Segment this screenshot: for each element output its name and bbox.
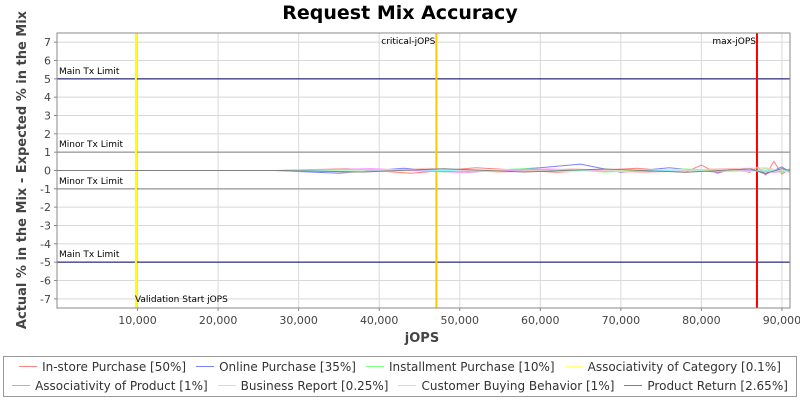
x-tick-label: 50,000 <box>440 314 479 327</box>
legend-label: Customer Buying Behavior [1%] <box>421 378 615 393</box>
legend-swatch <box>624 385 643 386</box>
jops-marker-label: max-jOPS <box>712 37 756 47</box>
legend-item: Business Report [0.25%] <box>217 378 389 393</box>
x-axis-title: jOPS <box>404 331 439 346</box>
marker-layer: Main Tx Limit Minor Tx Limit Minor Tx Limi… <box>57 33 790 308</box>
legend-swatch <box>196 366 215 367</box>
y-axis-title: Actual % in the Mix - Expected % in the … <box>15 10 30 329</box>
y-tick-label: -7 <box>40 293 51 306</box>
legend-label: In-store Purchase [50%] <box>42 359 187 374</box>
legend-row: In-store Purchase [50%] Online Purchase [… <box>4 357 796 376</box>
y-tick-label: -1 <box>40 183 51 196</box>
x-tick-label: 60,000 <box>521 314 560 327</box>
legend-label: Product Return [2.65%] <box>647 378 788 393</box>
y-tick-label: -3 <box>40 220 51 233</box>
legend-label: Business Report [0.25%] <box>240 378 389 393</box>
x-tick-label: 10,000 <box>118 314 157 327</box>
legend-label: Associativity of Category [0.1%] <box>587 359 781 374</box>
limit-label: Main Tx Limit <box>59 250 120 260</box>
legend-label: Associativity of Product [1%] <box>35 378 208 393</box>
x-tick-label: 80,000 <box>682 314 721 327</box>
limit-label: Minor Tx Limit <box>59 140 124 150</box>
series-line <box>57 168 791 174</box>
legend-label: Online Purchase [35%] <box>219 359 356 374</box>
legend-swatch <box>365 366 384 367</box>
y-tick-label: -2 <box>40 201 51 214</box>
legend-swatch <box>12 385 31 386</box>
y-tick-label: 7 <box>44 36 51 49</box>
y-tick-label: 4 <box>44 91 51 104</box>
legend-label: Installment Purchase [10%] <box>388 359 555 374</box>
jops-marker-label: Validation Start jOPS <box>135 295 228 305</box>
y-tick-label: 6 <box>44 55 51 68</box>
legend-item: Online Purchase [35%] <box>196 360 356 374</box>
limit-label: Minor Tx Limit <box>59 177 124 187</box>
x-tick-label: 40,000 <box>360 314 399 327</box>
y-tick-label: 0 <box>44 165 51 178</box>
legend-item: Customer Buying Behavior [1%] <box>398 379 614 393</box>
y-tick-label: 5 <box>44 73 51 86</box>
legend-swatch <box>564 366 583 367</box>
limit-label: Main Tx Limit <box>59 67 120 77</box>
y-tick-label: -6 <box>40 275 51 288</box>
x-tick-label: 30,000 <box>279 314 318 327</box>
legend: In-store Purchase [50%] Online Purchase [… <box>3 356 797 397</box>
chart-title: Request Mix Accuracy <box>282 2 518 24</box>
x-tick-label: 70,000 <box>602 314 641 327</box>
legend-item: Associativity of Category [0.1%] <box>564 359 781 374</box>
legend-item: Product Return [2.65%] <box>624 379 788 393</box>
plot-border <box>56 32 791 309</box>
legend-swatch <box>398 385 417 386</box>
y-tick-label: -5 <box>40 256 51 269</box>
series-layer <box>57 160 791 176</box>
y-tick-label: -4 <box>40 238 51 251</box>
y-tick-label: 3 <box>44 110 51 123</box>
y-tick-label: 2 <box>44 128 51 141</box>
legend-item: Installment Purchase [10%] <box>365 359 555 374</box>
y-tick-label: 1 <box>44 146 51 159</box>
axis-layer: 7 6 5 4 3 2 1 0 -1 -2 -3 -4 -5 -6 -7 10,000 20,000 30,000… <box>40 32 800 327</box>
legend-swatch <box>19 366 38 367</box>
x-tick-label: 90,000 <box>763 314 800 327</box>
jops-marker-label: critical-jOPS <box>381 37 435 47</box>
legend-item: Associativity of Product [1%] <box>12 379 208 393</box>
x-tick-label: 20,000 <box>199 314 238 327</box>
legend-item: In-store Purchase [50%] <box>19 360 186 374</box>
legend-swatch <box>217 385 236 386</box>
legend-row: Associativity of Product [1%] Business Re… <box>4 376 796 395</box>
